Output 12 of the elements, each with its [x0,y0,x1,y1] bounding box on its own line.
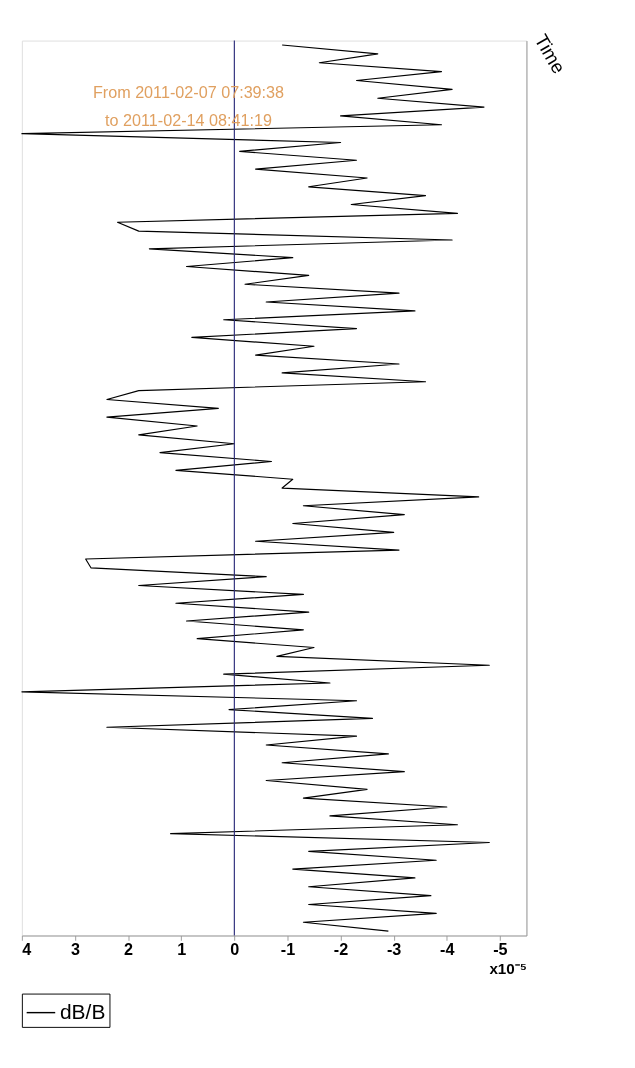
x-tick-label: -3 [386,940,402,959]
legend-label: dB/B [59,1000,106,1024]
x-tick-label: -4 [440,940,455,959]
x-tick-label: 0 [230,940,240,959]
x-tick-label: 3 [70,940,80,959]
x-tick-label: 2 [124,940,134,959]
x-axis-title: x10⁻⁵ [489,960,527,978]
x-tick-label: -5 [493,940,508,959]
x-tick-label: -1 [280,940,296,959]
x-tick-label: 1 [177,940,187,959]
x-tick-label: 4 [22,940,32,959]
x-tick-label: -2 [333,940,349,959]
